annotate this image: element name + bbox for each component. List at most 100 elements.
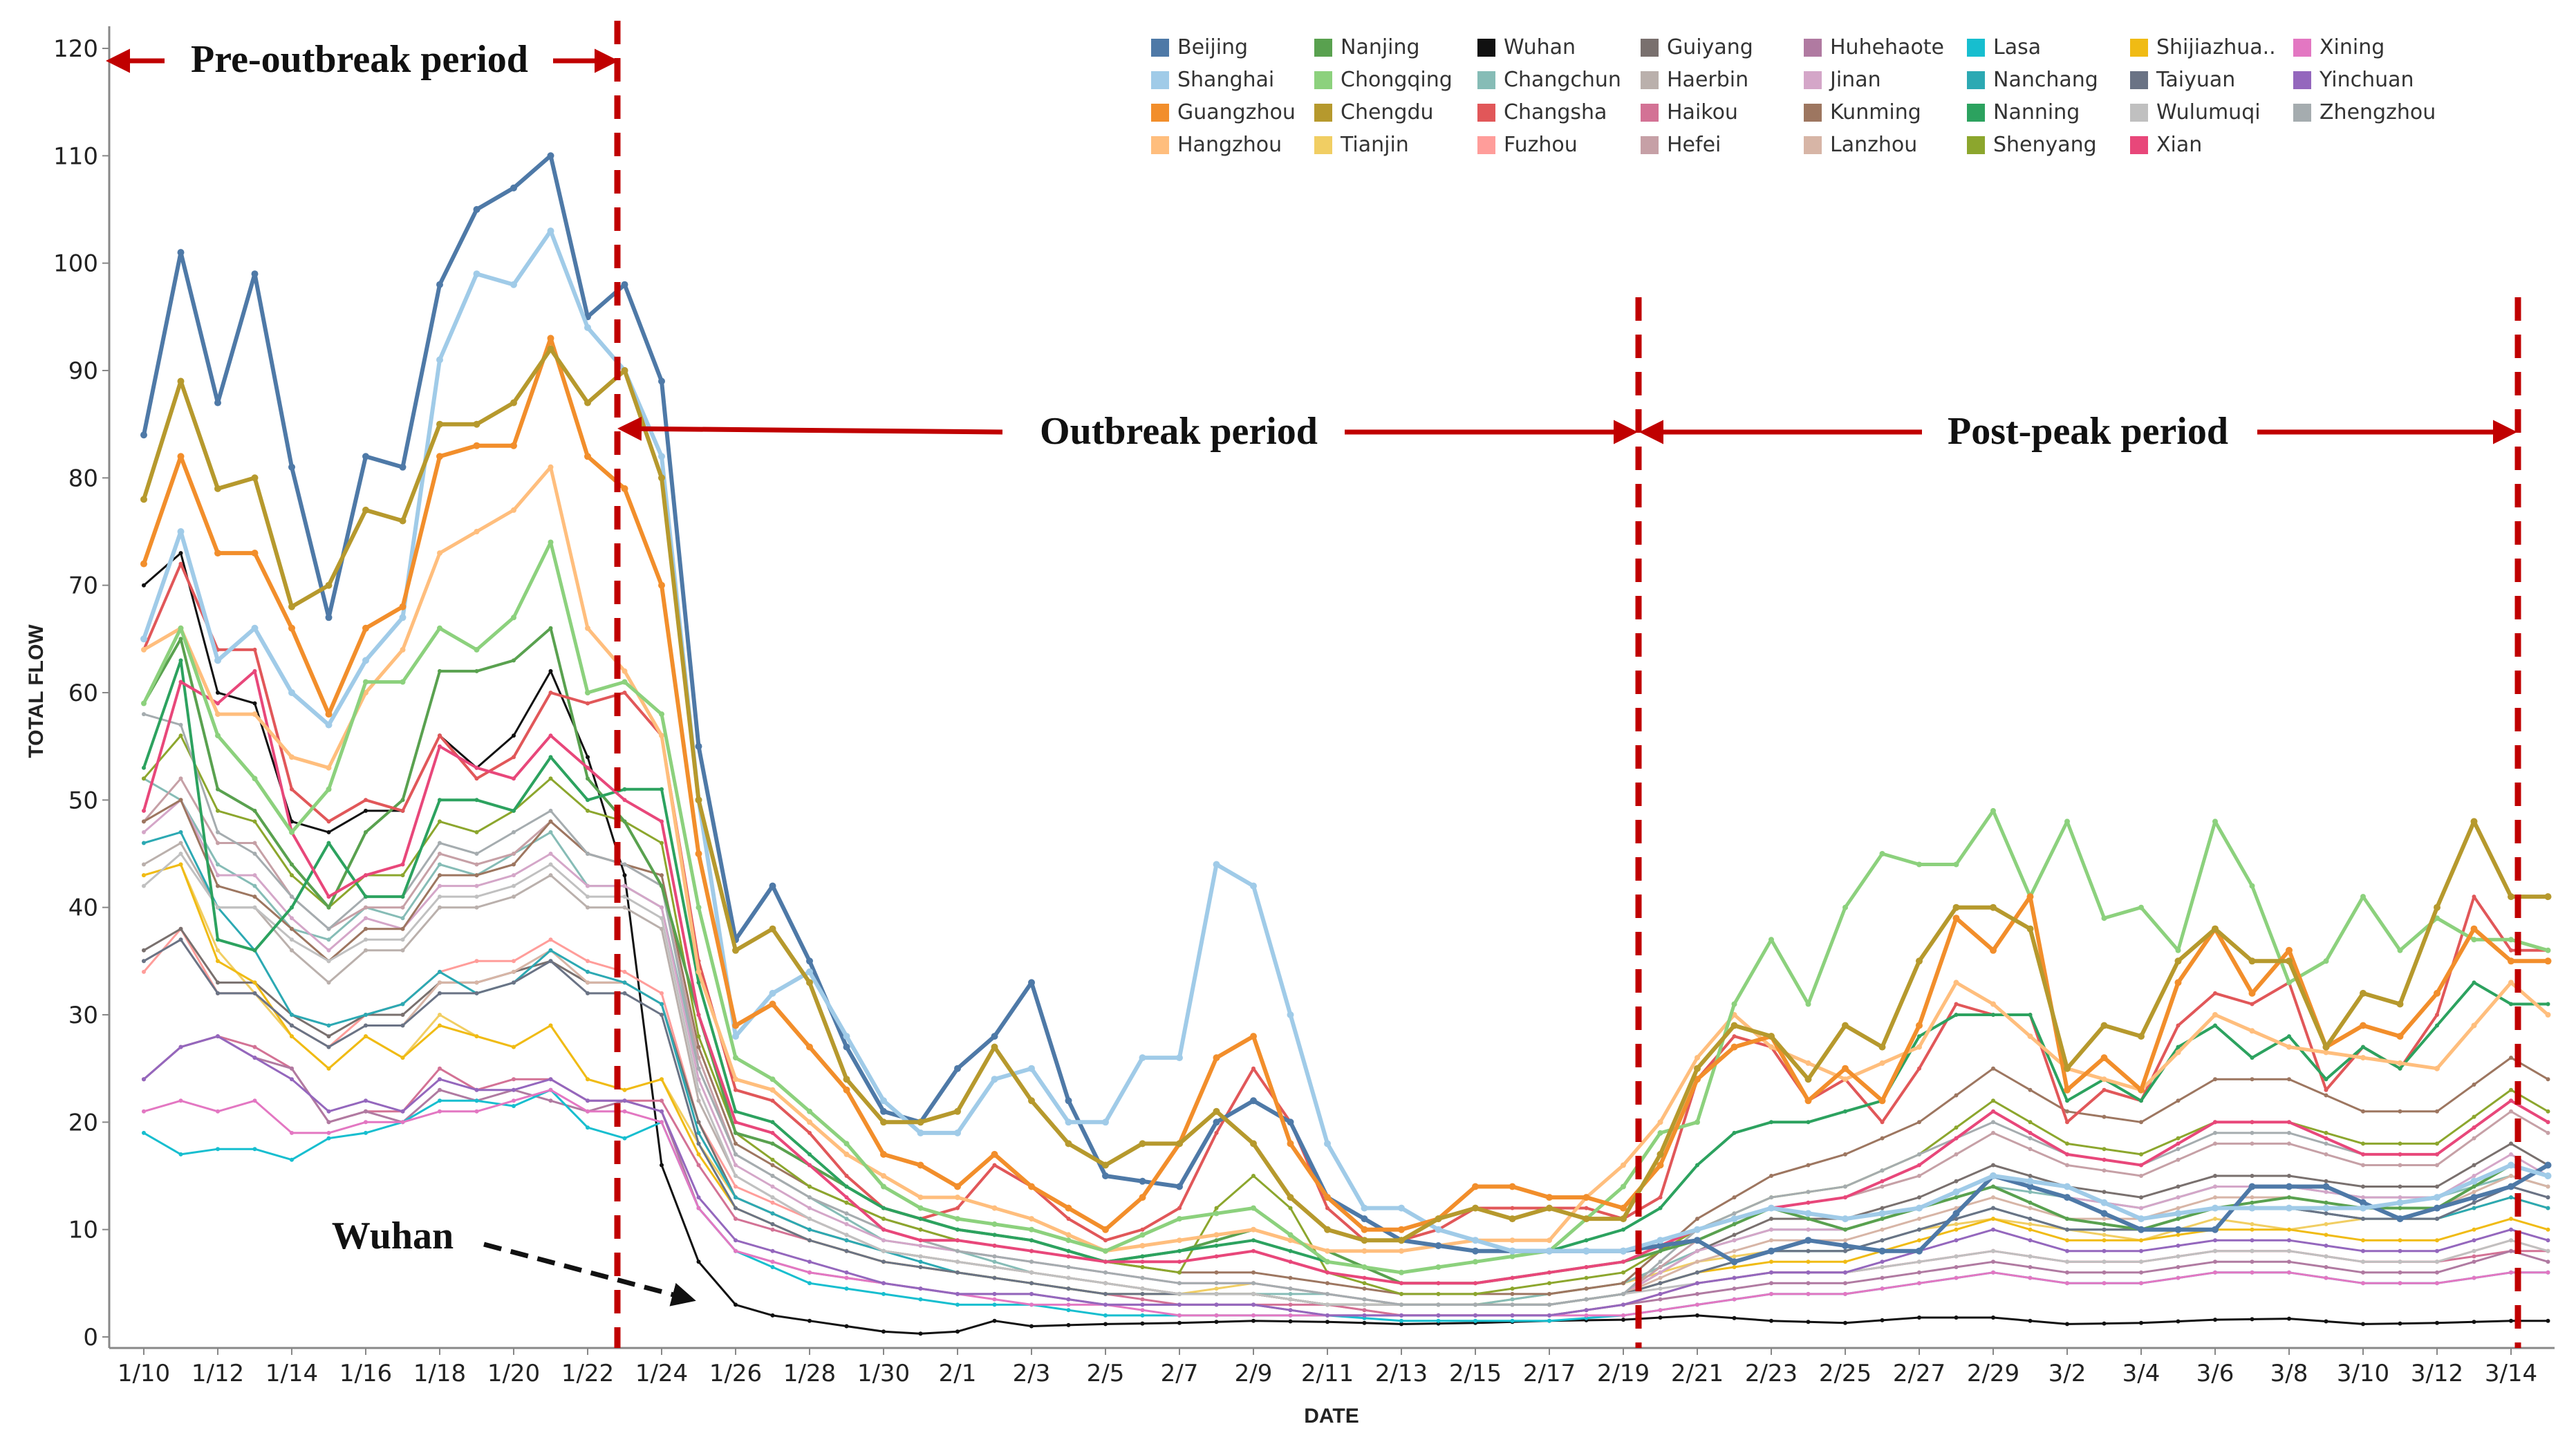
data-point xyxy=(1658,1270,1663,1275)
data-point xyxy=(1917,1174,1921,1178)
data-point xyxy=(843,1076,850,1083)
data-point xyxy=(1916,1247,1923,1255)
data-point xyxy=(1695,1248,1699,1253)
legend-swatch xyxy=(1641,136,1659,154)
series-line xyxy=(142,562,2550,1242)
data-point xyxy=(474,852,479,856)
data-point xyxy=(2213,1248,2217,1253)
data-point xyxy=(1584,1265,1589,1269)
data-point xyxy=(696,1098,701,1103)
legend-label: Nanning xyxy=(1993,100,2080,124)
data-point xyxy=(770,1174,775,1178)
legend-label: Haikou xyxy=(1667,100,1738,124)
data-point xyxy=(808,1270,812,1275)
data-point xyxy=(1288,1275,1293,1280)
data-point xyxy=(1029,1226,1034,1233)
data-point xyxy=(2472,1184,2476,1189)
data-point xyxy=(1656,1237,1664,1244)
data-point xyxy=(622,798,627,803)
data-point xyxy=(734,1130,738,1135)
data-point xyxy=(2026,925,2034,933)
data-point xyxy=(2324,1130,2328,1135)
data-point xyxy=(2287,1077,2291,1082)
data-point xyxy=(1028,1097,1035,1105)
data-point xyxy=(142,883,146,888)
data-point xyxy=(955,1270,960,1275)
data-point xyxy=(659,711,664,718)
data-point xyxy=(1917,1315,1921,1320)
data-point xyxy=(2028,1227,2033,1232)
data-point xyxy=(510,399,517,406)
data-point xyxy=(1806,1260,1811,1264)
data-point xyxy=(1547,1237,1552,1244)
data-point xyxy=(474,905,479,910)
data-point xyxy=(1769,1195,1773,1200)
data-point xyxy=(1694,1226,1701,1233)
data-point xyxy=(510,442,517,449)
data-point xyxy=(1917,1270,1921,1275)
data-point xyxy=(1214,1206,1219,1210)
data-point xyxy=(1658,1308,1663,1313)
data-point xyxy=(177,377,185,385)
data-point xyxy=(2324,1275,2328,1280)
series-xian xyxy=(142,668,2550,1286)
legend-label: Lasa xyxy=(1993,35,2041,59)
x-tick-label: 1/20 xyxy=(487,1360,540,1387)
data-point xyxy=(2509,1056,2513,1060)
data-point xyxy=(2102,1227,2107,1232)
data-point xyxy=(1288,1297,1293,1302)
series-line xyxy=(142,153,2550,1264)
data-point xyxy=(2472,1206,2476,1210)
data-point xyxy=(512,1077,516,1082)
data-point xyxy=(2472,1227,2476,1232)
data-point xyxy=(2509,1152,2513,1157)
data-point xyxy=(438,991,442,995)
data-point xyxy=(2435,1281,2439,1286)
data-point xyxy=(843,1151,850,1157)
data-point xyxy=(1621,1313,1625,1318)
data-point xyxy=(364,873,368,878)
data-point xyxy=(622,969,627,974)
data-point xyxy=(1214,1238,1219,1243)
data-point xyxy=(586,808,590,813)
data-point xyxy=(438,1077,442,1082)
x-tick-label: 1/10 xyxy=(118,1360,170,1387)
data-point xyxy=(2176,1136,2181,1141)
data-point xyxy=(548,862,553,867)
series-shanghai xyxy=(140,227,2552,1255)
data-point xyxy=(1878,1043,1886,1051)
data-point xyxy=(1842,1076,1848,1083)
data-point xyxy=(2434,989,2440,997)
legend-label: Yinchuan xyxy=(2319,68,2414,92)
x-tick-label: 2/1 xyxy=(939,1360,977,1387)
data-point xyxy=(1102,1118,1109,1126)
data-point xyxy=(1140,1321,1145,1326)
data-point xyxy=(2213,1023,2217,1028)
data-point xyxy=(1769,1270,1773,1275)
series-guangzhou xyxy=(140,335,2552,1233)
data-point xyxy=(215,711,221,718)
data-point xyxy=(251,474,259,482)
data-point xyxy=(991,1205,998,1211)
data-point xyxy=(2472,1200,2476,1205)
data-point xyxy=(2472,1254,2476,1259)
data-point xyxy=(178,658,183,663)
data-point xyxy=(2435,1184,2439,1189)
data-point xyxy=(2546,1184,2550,1189)
data-point xyxy=(289,829,295,835)
series-line xyxy=(142,541,2550,1275)
data-point xyxy=(1954,1217,1959,1221)
data-point xyxy=(955,1260,960,1264)
data-point xyxy=(660,841,664,845)
data-point xyxy=(1399,1313,1403,1318)
data-point xyxy=(2509,1270,2513,1275)
data-point xyxy=(2470,925,2478,933)
data-point xyxy=(177,528,185,535)
legend-swatch xyxy=(1804,104,1822,122)
data-point xyxy=(2398,1321,2402,1326)
data-point xyxy=(2361,1163,2365,1168)
data-point xyxy=(1732,1297,1737,1302)
data-point xyxy=(2250,1238,2255,1243)
data-point xyxy=(1139,1232,1146,1238)
data-point xyxy=(585,690,590,695)
